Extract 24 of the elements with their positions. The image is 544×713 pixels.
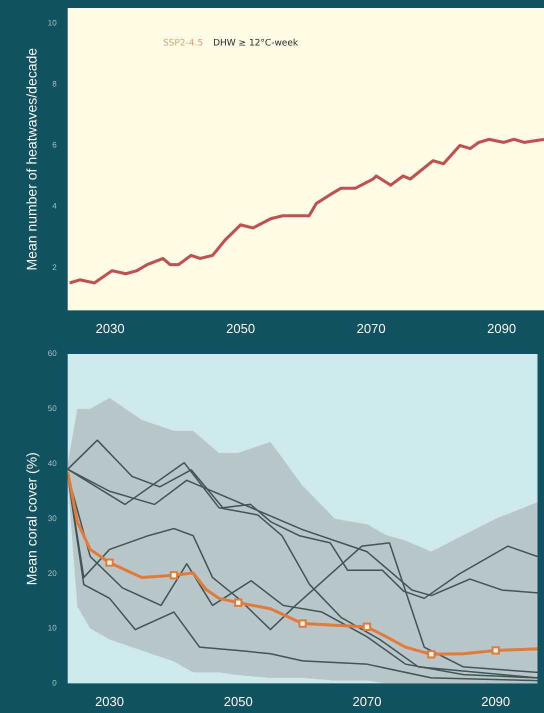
- y-tick-label: 60: [48, 349, 58, 358]
- y-tick-label: 30: [48, 514, 58, 523]
- y-tick-label: 0: [52, 678, 58, 688]
- y-tick-label: 10: [48, 18, 58, 28]
- annotation: SSP2-4.5: [162, 38, 204, 48]
- y-tick-label: 2: [52, 262, 58, 272]
- x-tick-label: 2070: [352, 694, 382, 709]
- y-tick-label: 8: [52, 80, 58, 89]
- x-tick-label: 2090: [481, 694, 510, 709]
- x-tick-label: 2030: [96, 320, 125, 336]
- y-tick-label: 6: [52, 140, 58, 150]
- x-tick-label: 2070: [356, 320, 386, 336]
- y-tick-label: 40: [48, 459, 58, 468]
- y-tick-label: 20: [48, 568, 58, 578]
- x-tick-label: 2090: [487, 320, 516, 336]
- annotation: DHW ≥ 12°C-week: [213, 38, 299, 48]
- y-tick-label: 10: [48, 624, 58, 633]
- y-axis-title: Mean number of heatwaves/decade: [23, 48, 40, 270]
- x-tick-label: 2030: [95, 694, 124, 709]
- y-tick-label: 4: [52, 202, 58, 211]
- x-tick-label: 2050: [226, 320, 256, 336]
- y-tick-label: 50: [48, 404, 58, 414]
- y-axis-title: Mean coral cover (%): [23, 452, 40, 586]
- x-tick-label: 2050: [224, 694, 253, 709]
